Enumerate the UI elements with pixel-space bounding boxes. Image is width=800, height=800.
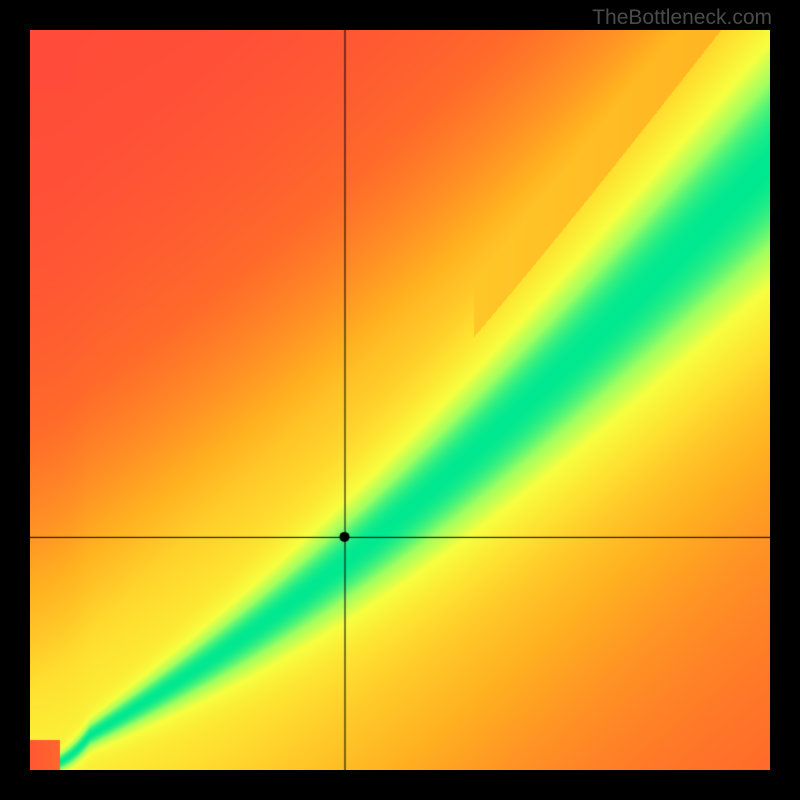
bottleneck-heatmap-chart	[30, 30, 770, 770]
heatmap-canvas	[30, 30, 770, 770]
watermark-text: TheBottleneck.com	[592, 6, 772, 30]
